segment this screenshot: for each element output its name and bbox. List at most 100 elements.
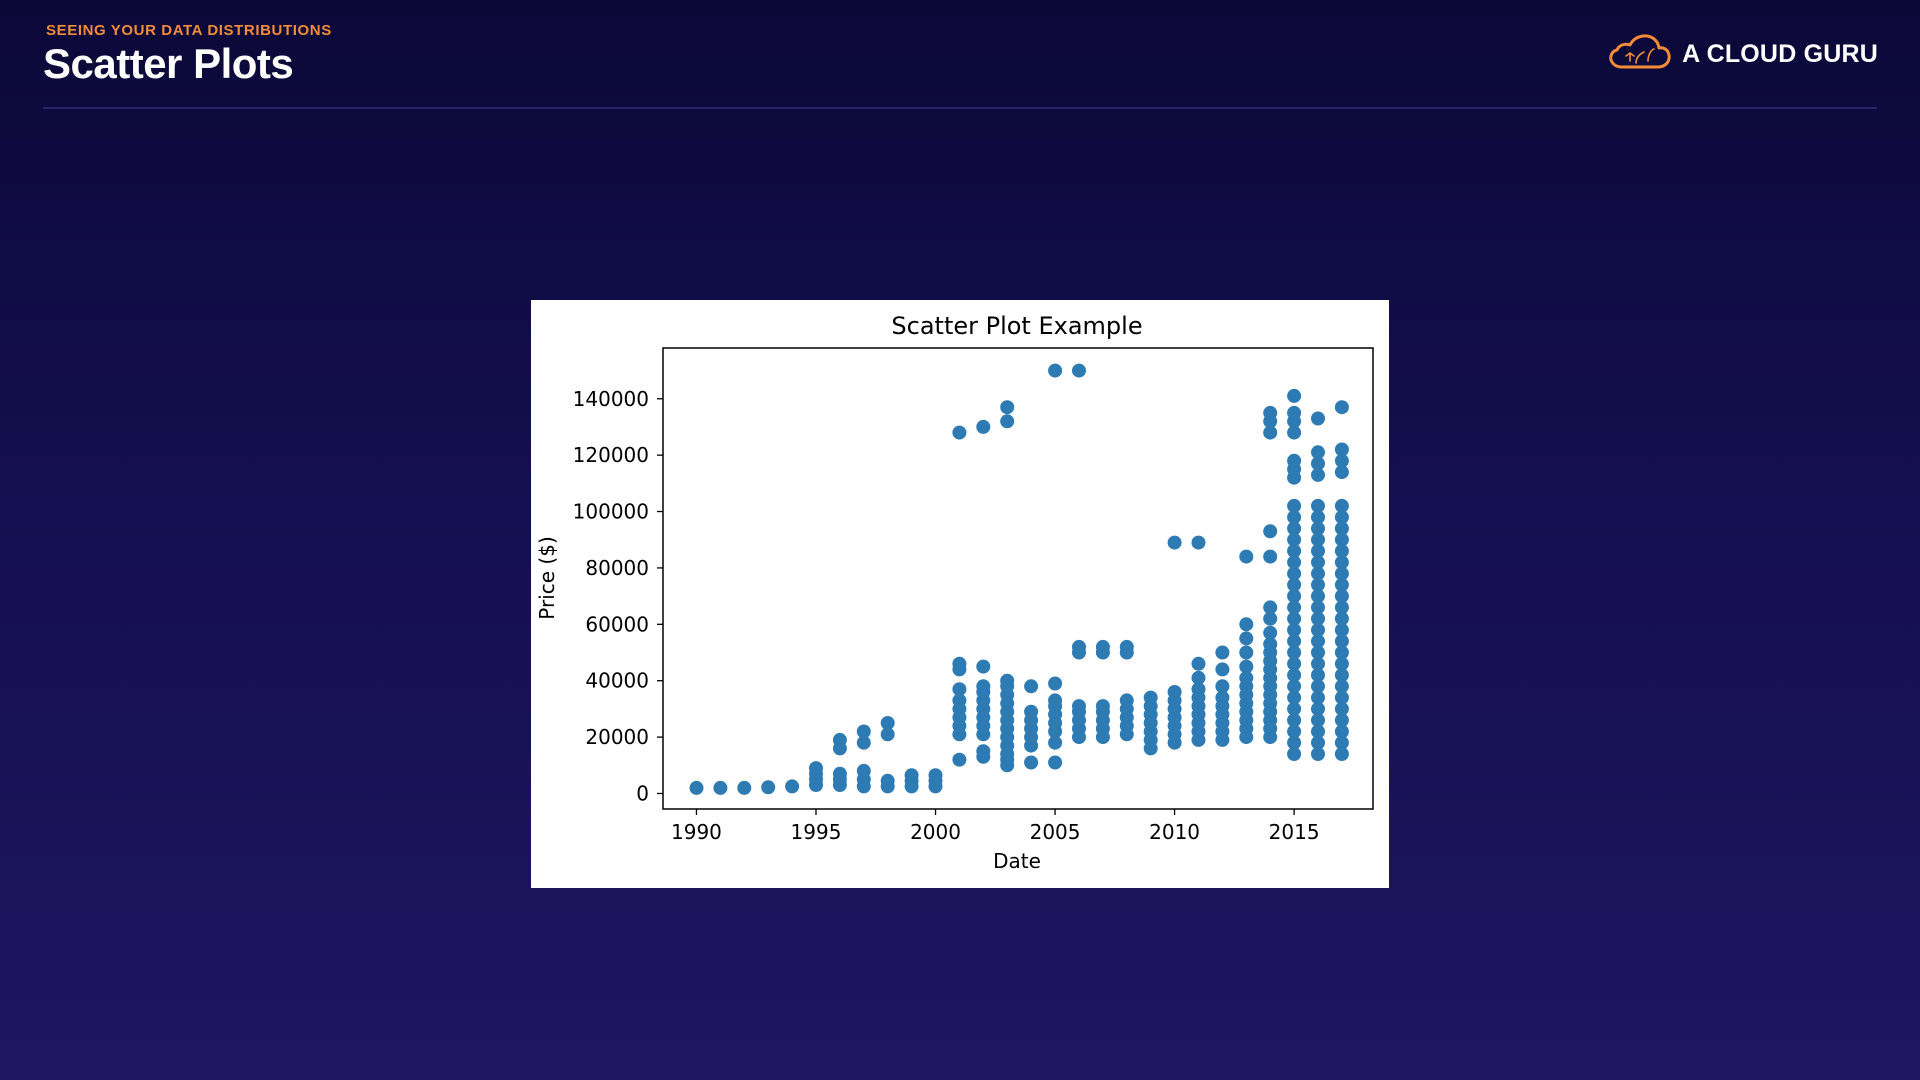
scatter-point	[952, 682, 967, 697]
scatter-point	[1072, 699, 1086, 714]
scatter-point	[761, 780, 776, 795]
scatter-point	[1311, 532, 1325, 547]
scatter-point	[1263, 611, 1278, 626]
scatter-point	[1334, 453, 1349, 468]
scatter-point	[1334, 656, 1349, 671]
scatter-point	[1311, 510, 1325, 525]
scatter-point	[1311, 724, 1325, 739]
scatter-point	[1334, 735, 1349, 750]
scatter-point	[1311, 701, 1325, 716]
scatter-point	[1287, 577, 1302, 592]
scatter-point	[1095, 639, 1110, 654]
scatter-point	[1215, 645, 1230, 660]
scatter-point	[1334, 498, 1349, 513]
scatter-point	[1311, 747, 1325, 761]
scatter-point	[1311, 456, 1325, 471]
scatter-point	[1334, 465, 1349, 480]
scatter-point	[1048, 676, 1063, 691]
x-tick-label: 2005	[1030, 820, 1081, 844]
scatter-point	[1239, 670, 1254, 685]
scatter-point	[1191, 656, 1206, 671]
scatter-point	[1334, 623, 1349, 637]
scatter-point	[1287, 634, 1302, 649]
x-tick-label: 2000	[910, 820, 961, 844]
scatter-point	[1287, 645, 1302, 660]
scatter-point	[1287, 713, 1302, 728]
scatter-point	[1311, 555, 1325, 570]
x-tick-label: 1995	[791, 820, 842, 844]
scatter-point	[1334, 544, 1349, 558]
scatter-point	[1311, 544, 1325, 558]
scatter-point	[1334, 510, 1349, 525]
scatter-point	[1287, 544, 1302, 558]
scatter-point	[1287, 611, 1302, 626]
scatter-point	[1239, 617, 1254, 632]
scatter-point	[880, 727, 895, 742]
scatter-point	[1263, 625, 1278, 640]
x-axis-label: Date	[993, 849, 1041, 873]
scatter-point	[1215, 679, 1230, 694]
scatter-point	[1334, 690, 1349, 705]
scatter-point	[1311, 735, 1325, 750]
scatter-point	[904, 768, 919, 783]
scatter-point	[1334, 679, 1349, 694]
scatter-point	[1287, 600, 1302, 615]
scatter-point	[928, 768, 943, 783]
scatter-point	[1334, 747, 1349, 761]
scatter-point	[1311, 577, 1325, 592]
scatter-point	[1334, 532, 1349, 547]
scatter-point	[1287, 555, 1302, 570]
scatter-point	[856, 724, 871, 739]
scatter-point	[952, 425, 967, 440]
scatter-point	[1191, 535, 1206, 550]
scatter-point	[976, 744, 991, 759]
scatter-point	[1000, 414, 1015, 429]
scatter-point	[1311, 589, 1325, 604]
scatter-point	[1287, 656, 1302, 671]
scatter-point	[1239, 659, 1254, 674]
scatter-point	[1287, 388, 1302, 403]
scatter-point	[1311, 679, 1325, 694]
scatter-point	[1334, 400, 1349, 415]
scatter-point	[1311, 623, 1325, 637]
scatter-point	[1024, 704, 1039, 719]
scatter-point	[1263, 637, 1278, 652]
scatter-point	[952, 656, 967, 671]
scatter-point	[1311, 634, 1325, 649]
scatter-point	[832, 766, 847, 781]
scatter-point	[1024, 755, 1039, 770]
scatter-point	[856, 735, 871, 750]
scatter-point	[1000, 400, 1015, 415]
scatter-point	[1191, 682, 1206, 697]
points-layer	[689, 363, 1349, 795]
scatter-point	[1263, 405, 1278, 420]
scatter-point	[1334, 589, 1349, 604]
y-tick-label: 40000	[585, 669, 649, 693]
scatter-point	[880, 773, 895, 788]
scatter-point	[1311, 467, 1325, 482]
scatter-point	[1287, 724, 1302, 739]
scatter-point	[1287, 510, 1302, 525]
scatter-point	[1287, 668, 1302, 683]
scatter-point	[976, 659, 991, 674]
scatter-point	[1334, 645, 1349, 660]
scatter-point	[1095, 699, 1110, 714]
scatter-point	[1287, 747, 1302, 761]
scatter-point	[1263, 425, 1278, 440]
cloud-logo-icon	[1608, 32, 1672, 77]
scatter-point	[976, 679, 991, 694]
header-divider	[43, 107, 1877, 109]
brand-logo: A CLOUD GURU	[1608, 32, 1878, 76]
y-tick-label: 60000	[585, 612, 649, 636]
scatter-point	[1287, 532, 1302, 547]
chart-title: Scatter Plot Example	[891, 312, 1142, 340]
y-tick-label: 0	[636, 781, 649, 805]
scatter-point	[1119, 639, 1134, 654]
scatter-point	[1311, 668, 1325, 683]
scatter-point	[1311, 600, 1325, 615]
scatter-point	[1334, 566, 1349, 581]
scatter-point	[689, 780, 704, 795]
scatter-point	[1072, 639, 1086, 654]
scatter-point	[1334, 600, 1349, 615]
scatter-point	[1167, 685, 1182, 699]
